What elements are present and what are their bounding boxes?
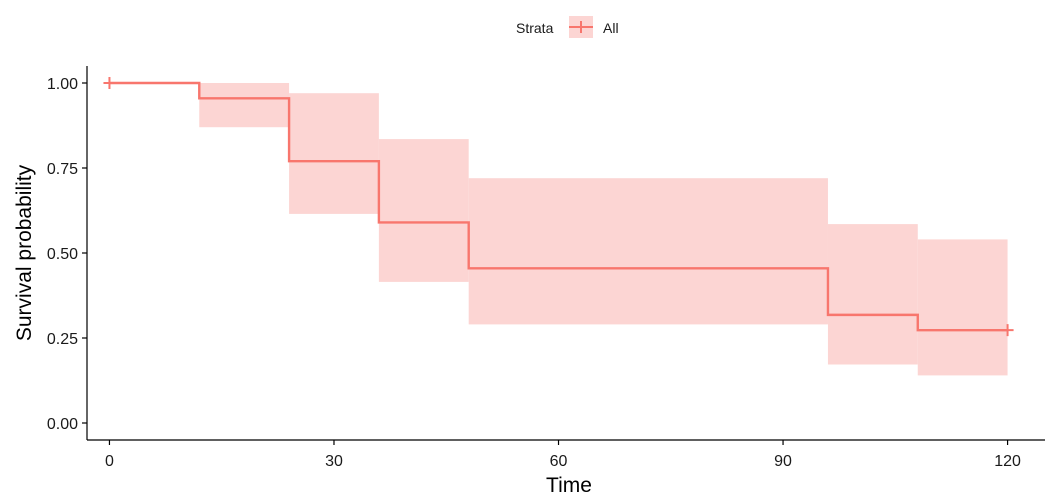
x-axis-title: Time — [546, 474, 592, 493]
censor-mark-0 — [103, 77, 116, 89]
x-tick-label-4: 120 — [994, 453, 1021, 470]
survival-curve — [109, 81, 1008, 332]
confidence-band-4 — [468, 178, 828, 325]
y-tick-label-2: 0.50 — [47, 246, 78, 263]
censor-mark-1 — [1001, 324, 1014, 337]
y-tick-label-1: 0.25 — [47, 331, 78, 348]
y-tick-label-3: 0.75 — [47, 161, 78, 178]
survival-step-line — [109, 81, 1008, 332]
y-ticks: 0.00 0.25 0.50 0.75 1.00 — [47, 76, 87, 433]
x-tick-label-0: 0 — [105, 453, 114, 470]
confidence-band-1 — [199, 83, 290, 128]
confidence-band-5 — [827, 224, 918, 365]
x-tick-label-2: 60 — [550, 453, 568, 470]
confidence-band-3 — [378, 139, 469, 282]
legend: Strata All — [516, 16, 619, 38]
legend-title: Strata — [516, 20, 554, 36]
censor-marks — [103, 77, 1014, 337]
y-tick-label-4: 1.00 — [47, 76, 78, 93]
x-tick-label-1: 30 — [325, 453, 343, 470]
axes: 0.00 0.25 0.50 0.75 1.00 0 30 60 90 120 — [47, 66, 1045, 470]
x-tick-label-3: 90 — [774, 453, 792, 470]
x-ticks: 0 30 60 90 120 — [105, 440, 1021, 470]
y-tick-label-0: 0.00 — [47, 416, 78, 433]
confidence-bands — [199, 83, 1008, 376]
legend-entry-all: All — [603, 20, 619, 36]
legend-key-cross-icon — [575, 21, 587, 33]
confidence-band-6 — [917, 239, 1008, 376]
y-axis-title: Survival probability — [13, 164, 36, 341]
confidence-band-2 — [289, 93, 379, 214]
